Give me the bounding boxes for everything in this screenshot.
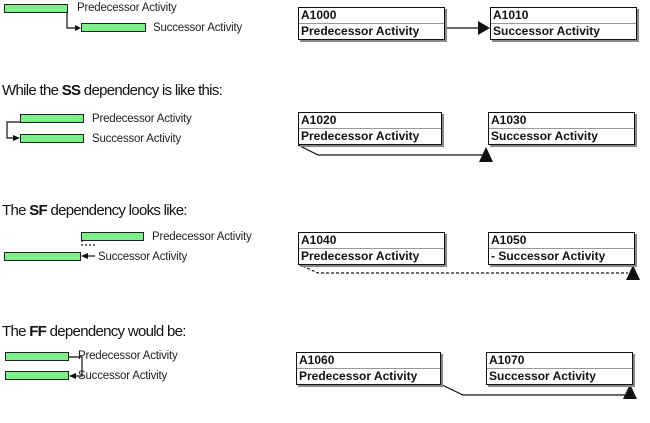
activity-id: A1000 xyxy=(299,8,444,24)
network-node-predecessor: A1040 Predecessor Activity xyxy=(298,232,445,265)
activity-name: Predecessor Activity xyxy=(301,249,420,263)
activity-name: - Successor Activity xyxy=(491,249,606,263)
activity-name: Successor Activity xyxy=(489,369,596,383)
network-node-successor: A1050 - Successor Activity xyxy=(488,232,635,265)
gantt-label-successor: Successor Activity xyxy=(78,370,168,382)
network-node-predecessor: A1020 Predecessor Activity xyxy=(298,112,442,145)
heading-text: dependency would be: xyxy=(46,323,187,340)
dependency-type: FF xyxy=(29,323,47,340)
gantt-bar-predecessor xyxy=(4,4,68,13)
activity-name: Predecessor Activity xyxy=(301,24,420,38)
ss-network-arrow-icon xyxy=(479,147,493,162)
activity-id: A1050 xyxy=(489,233,634,249)
gantt-bar-predecessor xyxy=(5,352,69,361)
gantt-bar-successor xyxy=(20,134,84,143)
section-heading-ss: While the SS dependency is like this: xyxy=(2,82,223,99)
activity-id: A1070 xyxy=(487,353,632,369)
section-heading-sf: The SF dependency looks like: xyxy=(2,202,188,219)
dependency-type: SS xyxy=(61,82,81,99)
ff-network-arrow-icon xyxy=(623,384,637,399)
sf-gantt-link xyxy=(81,240,95,246)
ss-network-link xyxy=(297,144,486,156)
network-node-predecessor: A1060 Predecessor Activity xyxy=(296,352,441,385)
section-heading-ff: The FF dependency would be: xyxy=(2,323,186,340)
dependency-type: SF xyxy=(29,202,47,219)
gantt-label-successor: Successor Activity xyxy=(92,133,182,145)
ff-network-link xyxy=(439,383,625,396)
heading-text: While the xyxy=(2,82,62,99)
gantt-bar-successor xyxy=(4,252,81,261)
gantt-bar-predecessor xyxy=(20,114,84,123)
heading-text: The xyxy=(2,323,30,340)
gantt-bar-successor xyxy=(5,371,69,380)
sf-network-link xyxy=(297,263,628,274)
fs-gantt-link xyxy=(66,12,76,29)
activity-id: A1060 xyxy=(297,353,440,369)
gantt-bar-successor xyxy=(81,23,146,32)
activity-id: A1030 xyxy=(489,113,634,129)
gantt-bar-predecessor xyxy=(81,232,144,241)
sf-gantt-arrow-icon xyxy=(81,253,88,259)
ss-gantt-link xyxy=(6,121,20,139)
heading-text: dependency looks like: xyxy=(47,202,187,219)
gantt-label-predecessor: Predecessor Activity xyxy=(77,2,177,14)
network-node-successor: A1070 Successor Activity xyxy=(486,352,633,385)
activity-name: Predecessor Activity xyxy=(301,129,420,143)
gantt-label-successor: Successor Activity xyxy=(153,22,243,34)
activity-name: Successor Activity xyxy=(493,24,600,38)
network-node-predecessor: A1000 Predecessor Activity xyxy=(298,7,445,40)
gantt-label-predecessor: Predecessor Activity xyxy=(92,113,192,125)
activity-name: Successor Activity xyxy=(491,129,598,143)
activity-id: A1040 xyxy=(299,233,444,249)
sf-network-arrow-icon xyxy=(626,265,640,280)
ff-gantt-link xyxy=(68,356,83,377)
ss-gantt-arrow-icon xyxy=(13,135,20,141)
gantt-label-predecessor: Predecessor Activity xyxy=(152,231,252,243)
ff-gantt-arrow-icon xyxy=(69,373,76,379)
gantt-label-successor: Successor Activity xyxy=(98,251,188,263)
gantt-label-predecessor: Predecessor Activity xyxy=(78,350,178,362)
activity-id: A1020 xyxy=(299,113,441,129)
network-node-successor: A1030 Successor Activity xyxy=(488,112,635,145)
activity-id: A1010 xyxy=(491,8,636,24)
fs-gantt-arrow-icon xyxy=(75,25,81,31)
fs-network-arrow-icon xyxy=(478,21,490,35)
heading-text: The xyxy=(2,202,30,219)
heading-text: dependency is like this: xyxy=(80,82,223,99)
network-node-successor: A1010 Successor Activity xyxy=(490,7,637,40)
activity-name: Predecessor Activity xyxy=(299,369,418,383)
